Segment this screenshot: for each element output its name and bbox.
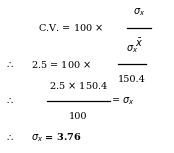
Text: 150.4: 150.4 (118, 75, 146, 84)
Text: $\therefore$: $\therefore$ (5, 133, 15, 142)
Text: $\therefore$: $\therefore$ (5, 97, 15, 105)
Text: $\sigma_x$: $\sigma_x$ (133, 6, 145, 18)
Text: 2.5 = 100 $\times$: 2.5 = 100 $\times$ (31, 59, 92, 70)
Text: $\sigma_x$: $\sigma_x$ (126, 43, 138, 55)
Text: C.V. = 100 $\times$: C.V. = 100 $\times$ (38, 22, 104, 33)
Text: $\therefore$: $\therefore$ (5, 60, 15, 69)
Text: $\sigma_x$ = 3.76: $\sigma_x$ = 3.76 (31, 131, 82, 144)
Text: = $\sigma_x$: = $\sigma_x$ (111, 95, 135, 107)
Text: $\bar{x}$: $\bar{x}$ (135, 37, 143, 49)
Text: 2.5 $\times$ 150.4: 2.5 $\times$ 150.4 (49, 80, 108, 91)
Text: 100: 100 (69, 112, 88, 121)
